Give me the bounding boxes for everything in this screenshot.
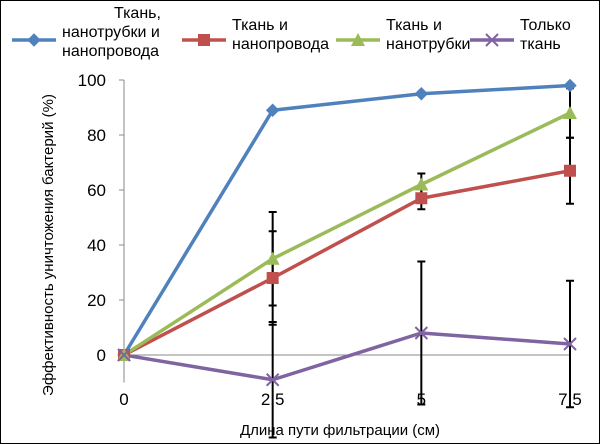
y-tick-label: 40: [87, 236, 106, 255]
data-point: [117, 348, 131, 362]
marker-stroke: [563, 337, 577, 351]
marker-stroke: [265, 373, 280, 387]
legend-item: Ткань, нанотрубки и нанопровода: [12, 5, 161, 60]
x-tick-label: 0: [119, 390, 128, 409]
y-axis-label: Эффективность уничтожения бактерий (%): [40, 94, 57, 396]
legend: Ткань, нанотрубки и нанопровода Ткань и нано…: [12, 5, 571, 60]
x-axis-label: Длина пути фильтрации (см): [240, 422, 440, 439]
legend-label: ткань: [520, 36, 561, 53]
legend-label: нанопровода: [62, 43, 159, 60]
series-line: [123, 111, 571, 357]
data-point: [563, 106, 577, 119]
legend-item: Ткань и нанотрубки: [336, 17, 470, 53]
legend-label: нанопровода: [232, 36, 329, 53]
y-tick-label: 20: [87, 291, 106, 310]
legend-item: Только ткань: [470, 17, 571, 53]
data-point: [415, 192, 428, 205]
marker-stroke: [117, 348, 131, 362]
legend-label: Только: [520, 17, 571, 34]
legend-label: Ткань и: [386, 17, 442, 34]
series-line: [123, 331, 571, 382]
marker-stroke: [485, 33, 499, 47]
legend-marker: [198, 34, 210, 46]
legend-marker: [485, 33, 499, 47]
marker-stroke: [414, 326, 429, 340]
data-point: [265, 103, 280, 117]
legend-item: Ткань и нанопровода: [182, 17, 329, 53]
series-lines: [122, 83, 571, 382]
data-point: [265, 373, 280, 387]
data-point: [414, 326, 429, 340]
data-point: [414, 177, 429, 191]
series-line: [123, 169, 571, 357]
series-line: [122, 83, 571, 356]
data-point: [414, 87, 429, 101]
data-point: [563, 78, 577, 93]
data-point: [563, 337, 577, 351]
legend-label: нанотрубки и: [62, 24, 160, 41]
series-markers: [117, 78, 577, 387]
data-point: [564, 164, 576, 177]
data-point: [265, 251, 280, 265]
legend-marker: [27, 33, 41, 47]
error-bars: [268, 87, 574, 439]
y-tick-label: 60: [87, 181, 106, 200]
y-tick-label: 80: [87, 126, 106, 145]
legend-label: нанотрубки: [386, 36, 470, 53]
y-tick-label: 0: [97, 346, 106, 365]
legend-label: Ткань и: [232, 17, 288, 34]
data-point: [266, 272, 279, 284]
y-tick-label: 100: [78, 71, 106, 90]
legend-label: Ткань,: [114, 5, 161, 22]
legend-marker: [351, 33, 365, 46]
